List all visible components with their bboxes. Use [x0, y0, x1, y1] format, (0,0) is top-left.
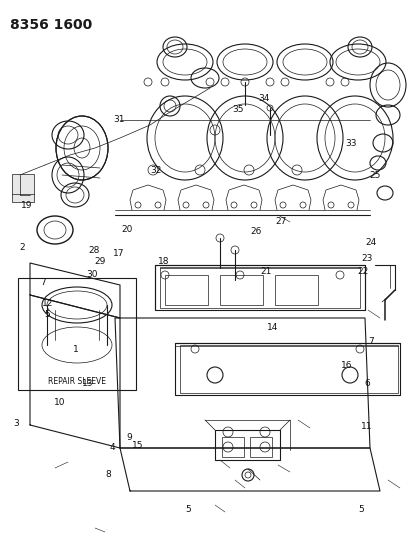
Text: 21: 21	[260, 268, 272, 276]
Text: 18: 18	[158, 257, 169, 265]
Text: 17: 17	[113, 249, 124, 257]
Bar	[12, 174, 34, 202]
Text: 23: 23	[360, 254, 372, 263]
Text: REPAIR SLEEVE: REPAIR SLEEVE	[48, 377, 106, 386]
Text: 13: 13	[82, 379, 94, 388]
Text: 30: 30	[86, 270, 98, 279]
Bar	[175, 343, 399, 395]
Text: 6: 6	[363, 379, 369, 388]
Text: 32: 32	[150, 166, 161, 175]
Text: 27: 27	[274, 217, 286, 225]
Text: 35: 35	[231, 105, 243, 114]
Text: 28: 28	[88, 246, 100, 255]
Text: 8356 1600: 8356 1600	[10, 18, 92, 32]
Text: 7: 7	[367, 337, 373, 345]
Text: 3: 3	[13, 419, 19, 428]
Text: 14: 14	[266, 324, 278, 332]
Bar	[180, 345, 397, 393]
Text: 2: 2	[20, 244, 25, 252]
Text: 1: 1	[73, 345, 79, 353]
Text: 8: 8	[106, 470, 111, 479]
Bar	[18, 278, 136, 390]
Text: 22: 22	[356, 268, 368, 276]
Text: 24: 24	[364, 238, 376, 247]
Bar	[221, 437, 243, 457]
Text: 11: 11	[360, 422, 372, 431]
Text: 5: 5	[357, 505, 363, 513]
Text: 16: 16	[340, 361, 351, 369]
Text: 31: 31	[113, 116, 124, 124]
Text: 12: 12	[41, 300, 53, 308]
Text: 19: 19	[21, 201, 32, 209]
Text: 5: 5	[185, 505, 191, 513]
Text: 25: 25	[369, 172, 380, 180]
Text: 34: 34	[258, 94, 270, 103]
Bar	[220, 275, 262, 305]
Text: 29: 29	[94, 257, 106, 265]
Text: 9: 9	[126, 433, 132, 441]
Text: 7: 7	[40, 278, 46, 287]
Text: 10: 10	[54, 398, 65, 407]
Bar	[249, 437, 271, 457]
Text: 4: 4	[110, 443, 115, 452]
Bar	[164, 275, 207, 305]
Bar	[155, 265, 364, 310]
Text: 26: 26	[250, 228, 261, 236]
Text: 15: 15	[131, 441, 143, 449]
Text: 33: 33	[344, 140, 355, 148]
Text: 5: 5	[44, 310, 50, 319]
Bar	[274, 275, 317, 305]
Text: 20: 20	[121, 225, 133, 233]
Bar	[160, 267, 359, 308]
